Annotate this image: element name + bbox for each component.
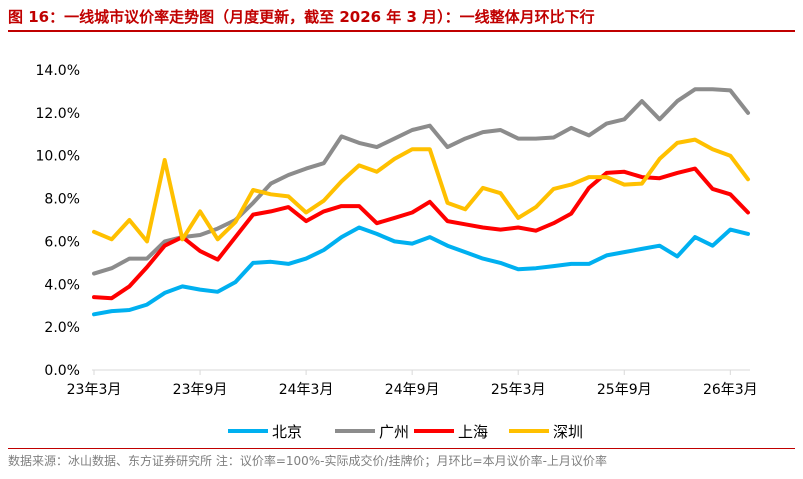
legend-label: 北京	[272, 423, 302, 441]
legend: 北京 广州 上海 深圳	[228, 423, 583, 441]
legend-label: 上海	[458, 423, 488, 441]
y-axis: 14.0% 12.0% 10.0% 8.0% 6.0% 4.0% 2.0% 0.0%	[36, 63, 80, 379]
y-tick-label: 2.0%	[44, 320, 80, 336]
x-tick-label: 23年9月	[173, 382, 228, 398]
series-line-0	[92, 225, 750, 317]
y-tick-label: 10.0%	[36, 149, 80, 165]
x-tick-label: 25年3月	[491, 382, 546, 398]
x-tick-label: 23年3月	[67, 382, 122, 398]
y-tick-label: 4.0%	[44, 277, 80, 293]
footnote: 数据来源：冰山数据、东方证券研究所 注：议价率=100%-实际成交价/挂牌价；月…	[8, 454, 607, 468]
title-divider	[8, 30, 795, 32]
series-line-2	[92, 166, 750, 301]
x-axis: 23年3月 23年9月 24年3月 24年9月 25年3月 25年9月 26年3月	[67, 369, 758, 398]
y-tick-label: 6.0%	[44, 234, 80, 250]
x-tick-label: 25年9月	[597, 382, 652, 398]
legend-label: 广州	[379, 423, 409, 441]
y-tick-label: 12.0%	[36, 106, 80, 122]
series-lines	[92, 87, 750, 317]
y-tick-label: 0.0%	[44, 363, 80, 379]
series-line-1	[92, 87, 750, 276]
x-tick-label: 24年9月	[385, 382, 440, 398]
x-tick-label: 26年3月	[703, 382, 758, 398]
y-tick-label: 8.0%	[44, 192, 80, 208]
footer-divider	[8, 448, 795, 449]
series-line-3	[92, 137, 750, 244]
x-tick-label: 24年3月	[279, 382, 334, 398]
chart-title: 图 16：一线城市议价率走势图（月度更新，截至 2026 年 3 月）：一线整体…	[8, 8, 595, 26]
legend-label: 深圳	[553, 423, 583, 441]
y-tick-label: 14.0%	[36, 63, 80, 79]
